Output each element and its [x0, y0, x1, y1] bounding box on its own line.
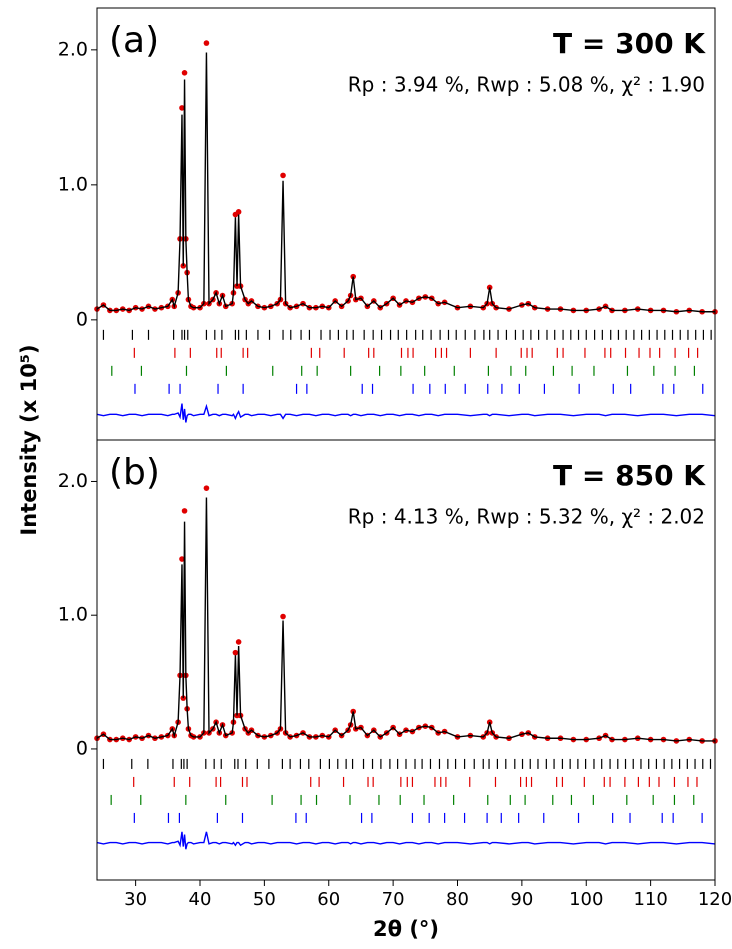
y-tick-label: 2.0 — [58, 38, 88, 60]
observed-point — [235, 209, 242, 215]
x-tick-label: 100 — [569, 889, 603, 910]
x-tick-label: 40 — [189, 889, 212, 910]
observed-point — [235, 639, 242, 645]
y-axis-label: Intensity (x 10⁵) — [17, 344, 41, 535]
y-tick-label: 2.0 — [58, 470, 88, 492]
profile-line — [96, 831, 716, 850]
observed-point — [179, 556, 185, 562]
observed-point — [232, 649, 239, 656]
fit-statistics: Rp : 4.13 %, Rwp : 5.32 %, χ² : 2.02 — [348, 505, 705, 529]
observed-point — [180, 263, 187, 269]
profile-line — [96, 52, 715, 313]
profile-line — [96, 403, 716, 423]
observed-point — [181, 508, 188, 514]
x-tick-label: 80 — [446, 889, 469, 910]
y-tick-label: 1.0 — [58, 604, 88, 626]
fit-statistics: Rp : 3.94 %, Rwp : 5.08 %, χ² : 1.90 — [348, 73, 705, 97]
x-tick-label: 30 — [124, 889, 147, 910]
plot-frame — [96, 439, 716, 881]
panel-label: (b) — [109, 452, 160, 493]
y-tick-label: 0 — [76, 308, 88, 330]
observed-point — [181, 70, 188, 76]
observed-point — [203, 40, 210, 46]
y-tick-label: 0 — [76, 737, 88, 759]
x-tick-label: 120 — [698, 889, 732, 910]
panel-title: T = 850 K — [553, 459, 706, 492]
x-axis-label: 2θ (°) — [373, 917, 439, 941]
profile-line — [96, 497, 715, 742]
x-tick-label: 60 — [317, 889, 340, 910]
observed-point — [280, 613, 286, 620]
y-tick-label: 1.0 — [58, 173, 88, 195]
x-tick-label: 110 — [633, 889, 667, 910]
observed-point — [179, 105, 185, 111]
observed-point — [280, 172, 286, 179]
panel-label: (a) — [109, 20, 159, 61]
x-tick-label: 50 — [253, 889, 276, 910]
x-tick-label: 70 — [382, 889, 405, 910]
observed-point — [203, 485, 210, 491]
x-tick-label: 90 — [510, 889, 533, 910]
panel-title: T = 300 K — [553, 27, 706, 60]
